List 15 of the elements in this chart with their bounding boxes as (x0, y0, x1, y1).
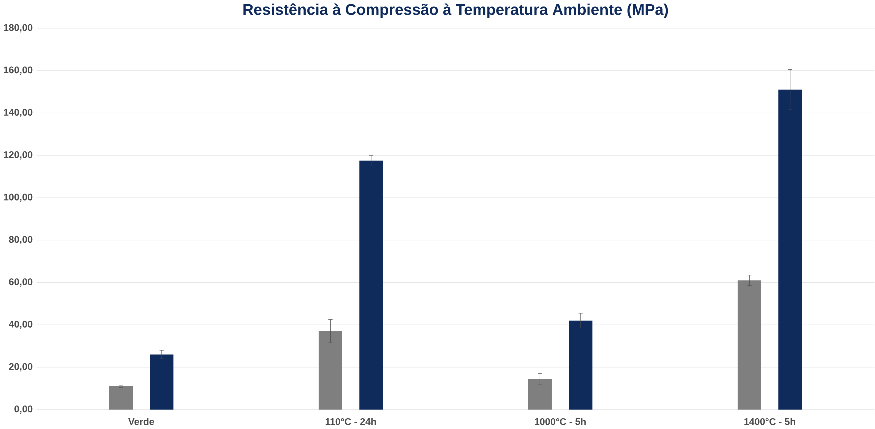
chart-title: Resistência à Compressão à Temperatura Ambiente (MPa) (244, 4, 668, 18)
y-tick-label: 20,00 (9, 363, 33, 372)
x-tick-label: Verde (128, 418, 154, 426)
y-tick-label: 120,00 (4, 152, 33, 160)
x-tick-label: 110°C - 24h (326, 418, 376, 426)
y-tick-label: 100,00 (4, 194, 33, 202)
y-tick-label: 160,00 (4, 66, 33, 76)
y-tick-label: 80,00 (9, 236, 33, 245)
y-tick-label: 60,00 (9, 278, 33, 287)
y-tick-label: 180,00 (4, 24, 33, 33)
x-tick-label: 1000°C - 5h (535, 418, 586, 426)
y-tick-label: 0,00 (14, 406, 33, 414)
y-tick-label: 140,00 (4, 109, 33, 118)
y-tick-label: 40,00 (9, 321, 33, 330)
x-tick-label: 1400°C - 5h (744, 418, 796, 426)
